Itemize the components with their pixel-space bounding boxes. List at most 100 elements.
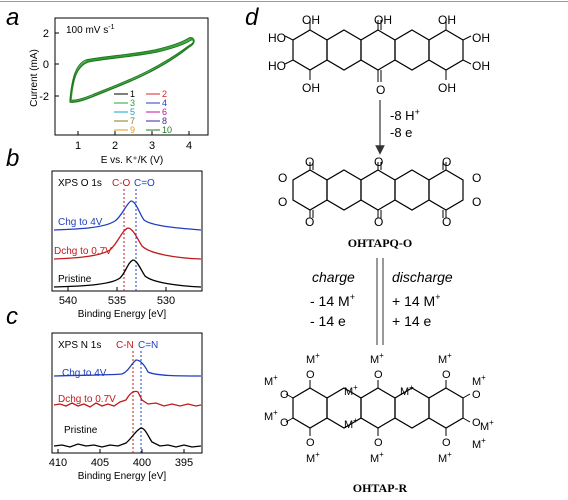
molecule-middle	[292, 162, 464, 218]
charge-m: - 14 M+	[310, 292, 355, 309]
mid-o-8: O	[305, 215, 314, 229]
top-ho-1: HO	[268, 31, 286, 45]
cv-legend-label-2: 2	[162, 89, 167, 99]
step1-e: -8 e	[390, 125, 412, 140]
bot-m-12: M+	[370, 450, 384, 465]
cv-frame	[54, 17, 209, 136]
cv-xlabel: E vs. K⁺/K (V)	[101, 155, 164, 166]
xps-o-title: XPS O 1s	[58, 178, 102, 189]
bot-o-2: O	[374, 369, 383, 381]
xps-n-trace-dchg	[53, 390, 202, 408]
bot-m-14: M+	[472, 436, 486, 451]
cv-legend-label-1: 1	[130, 89, 135, 99]
cv-legend-label-4: 4	[162, 98, 167, 108]
bot-m-3: M+	[438, 351, 452, 366]
xps-n-xtick-395: 395	[175, 457, 193, 469]
cv-chart: 2 0 -2 Current (mA) 1 2 3 4 E vs. K⁺/K (…	[29, 17, 209, 166]
bot-o-1: O	[306, 369, 315, 381]
cv-ytick-0: 0	[43, 59, 49, 71]
top-oh-4: OH	[472, 31, 490, 45]
bot-m-1: M+	[306, 351, 320, 366]
mid-o-7: O	[472, 195, 481, 209]
molecule-bottom-labels: M+ M+ M+ M+ M+ M+ M+ M+ M+ M+ M+ M+ M+ M…	[264, 351, 494, 465]
cv-ytick-2: 2	[43, 28, 49, 40]
mid-o-9: O	[374, 215, 383, 229]
top-oh-7: OH	[438, 81, 456, 95]
reaction-scheme: OH OH OH HO OH HO OH OH OH O -8 H+ -8 e …	[264, 13, 494, 495]
bot-m-5: M+	[472, 373, 486, 388]
xps-o-peak-c-double-o: C=O	[134, 178, 155, 189]
xps-o-trace-pristine	[53, 259, 202, 288]
xps-o-peak-co: C-O	[112, 178, 131, 189]
top-oh-6: OH	[302, 81, 320, 95]
xps-o-trace-dchg	[53, 227, 202, 260]
molecule-bottom	[285, 380, 471, 436]
discharge-m: + 14 M+	[392, 292, 440, 309]
label-discharge: discharge	[392, 269, 453, 285]
xps-n-label-chg: Chg to 4V	[62, 368, 107, 379]
top-oh-2: OH	[438, 13, 456, 27]
mid-o-10: O	[442, 215, 451, 229]
cv-legend-label-10: 10	[162, 125, 172, 135]
molecule-top-labels: OH OH OH HO OH HO OH OH OH O	[268, 13, 490, 97]
charge-discharge-labels: charge discharge - 14 M+ - 14 e + 14 M+ …	[310, 269, 453, 329]
molecule-top	[284, 20, 472, 82]
bot-o-5: O	[472, 389, 481, 401]
cv-cycle-1	[69, 39, 195, 103]
charge-e: - 14 e	[310, 313, 346, 329]
xps-o-label-pristine: Pristine	[58, 274, 92, 285]
top-ho-2: HO	[268, 59, 286, 73]
xps-n-label-pristine: Pristine	[64, 425, 98, 436]
xps-n-chart: XPS N 1s C-N C=N Chg to 4V Dchg to 0.7V …	[49, 332, 203, 482]
top-oh-3: OH	[374, 13, 392, 27]
xps-o-xtick-540: 540	[59, 295, 77, 307]
panel-letter-c: c	[6, 303, 18, 330]
molecule-middle-labels: O O O O O O O O O O	[278, 155, 481, 229]
xps-o-chart: XPS O 1s C-O C=O Chg to 4V Dchg to 0.7V …	[51, 170, 203, 320]
mid-o-1: O	[305, 155, 314, 169]
cv-curves	[69, 37, 195, 103]
bot-o-7: O	[472, 417, 481, 429]
panel-letter-b: b	[6, 145, 20, 172]
xps-n-peak-cn: C-N	[116, 340, 134, 351]
cv-legend-label-9: 9	[130, 125, 135, 135]
cv-xtick-1: 1	[75, 140, 81, 152]
xps-o-xtick-535: 535	[108, 295, 126, 307]
bot-o-3: O	[442, 369, 451, 381]
mid-o-6: O	[278, 195, 287, 209]
cv-xtick-3: 3	[149, 140, 155, 152]
mid-o-2: O	[374, 155, 383, 169]
mid-o-5: O	[472, 171, 481, 185]
bot-o-10: O	[442, 437, 451, 449]
bot-o-9: O	[374, 437, 383, 449]
label-charge: charge	[312, 269, 355, 285]
cv-legend-label-8: 8	[162, 116, 167, 126]
xps-n-xtick-405: 405	[91, 457, 109, 469]
bot-m-4: M+	[264, 373, 278, 388]
xps-o-xlabel: Binding Energy [eV]	[78, 309, 167, 320]
bot-m-7: M+	[480, 418, 494, 433]
xps-o-label-chg: Chg to 4V	[58, 217, 103, 228]
discharge-e: + 14 e	[392, 313, 432, 329]
bot-m-13: M+	[438, 450, 452, 465]
cv-legend-label-3: 3	[130, 98, 135, 108]
xps-o-trace-chg	[53, 200, 202, 231]
bot-m-2: M+	[370, 351, 384, 366]
name-ohtapq-o: OHTAPQ-O	[348, 236, 412, 250]
mid-o-4: O	[278, 171, 287, 185]
cv-legend-label-6: 6	[162, 107, 167, 117]
top-oh-1: OH	[302, 13, 320, 27]
xps-n-trace-pristine	[53, 427, 202, 448]
bot-m-6: M+	[264, 408, 278, 423]
cv-legend-label-7: 7	[130, 116, 135, 126]
bot-m-9: M+	[344, 416, 358, 431]
xps-n-peak-c-double-n: C=N	[138, 340, 158, 351]
xps-n-title: XPS N 1s	[58, 340, 101, 351]
xps-n-xtick-400: 400	[133, 457, 151, 469]
arrow-oxidation-labels: -8 H+ -8 e	[390, 107, 420, 140]
name-ohtap-r: OHTAP-R	[353, 481, 408, 495]
xps-o-xtick-530: 530	[157, 295, 175, 307]
bot-o-6: O	[280, 417, 289, 429]
cv-xtick-2: 2	[112, 140, 118, 152]
xps-n-trace-chg	[53, 359, 202, 377]
